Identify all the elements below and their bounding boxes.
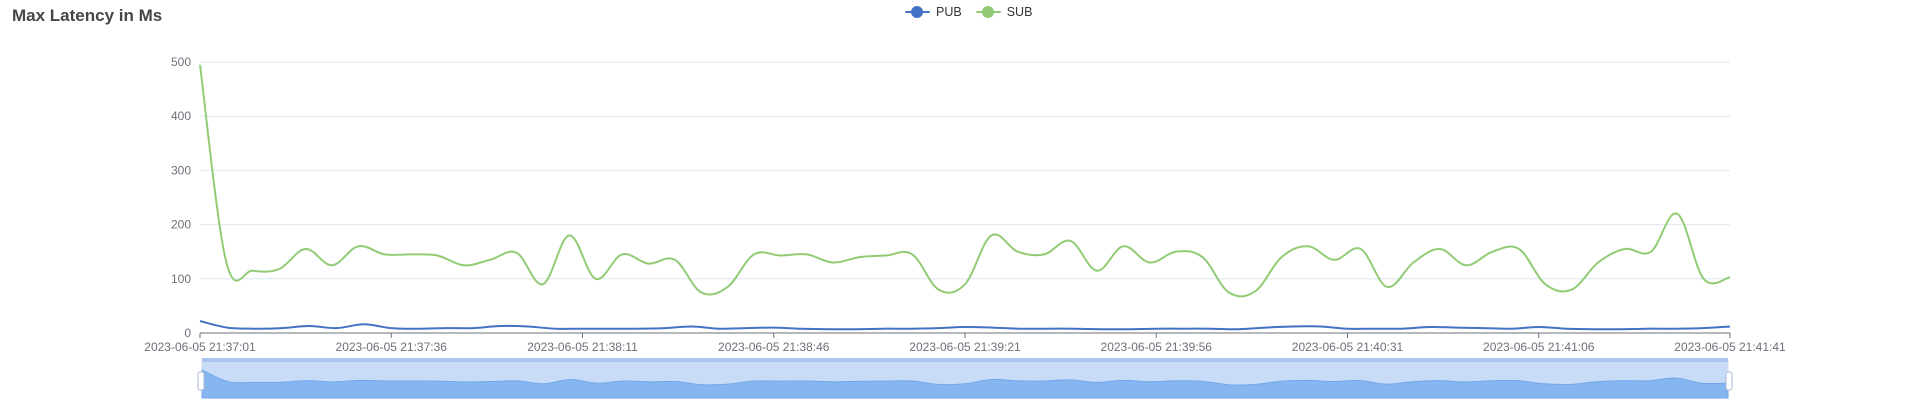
legend-item-pub[interactable]: PUB xyxy=(905,5,962,19)
x-tick-label: 2023-06-05 21:39:21 xyxy=(909,340,1021,354)
x-tick-label: 2023-06-05 21:38:11 xyxy=(527,340,638,354)
zoom-slider-top-bar xyxy=(202,358,1728,362)
chart-title: Max Latency in Ms xyxy=(12,6,163,25)
y-tick-label: 300 xyxy=(171,163,191,177)
y-tick-label: 400 xyxy=(171,109,191,123)
y-tick-label: 500 xyxy=(171,55,191,69)
x-tick-label: 2023-06-05 21:38:46 xyxy=(718,340,830,354)
zoom-handle-left[interactable] xyxy=(197,371,205,391)
series-line-pub xyxy=(199,320,1731,331)
y-tick-label: 200 xyxy=(171,218,191,232)
legend-marker-sub xyxy=(975,5,1001,19)
y-tick-label: 100 xyxy=(171,272,191,286)
y-tick-label: 0 xyxy=(184,326,191,340)
x-tick-label: 2023-06-05 21:41:41 xyxy=(1674,340,1786,354)
zoom-handle-right[interactable] xyxy=(1725,371,1733,391)
legend-label-pub: PUB xyxy=(936,5,962,19)
legend: PUB SUB xyxy=(905,5,1032,19)
legend-label-sub: SUB xyxy=(1006,5,1033,19)
zoom-slider-preview xyxy=(201,369,1729,399)
x-tick-label: 2023-06-05 21:37:01 xyxy=(144,340,256,354)
x-tick-label: 2023-06-05 21:40:31 xyxy=(1292,340,1404,354)
x-tick-label: 2023-06-05 21:41:06 xyxy=(1483,340,1595,354)
legend-item-sub[interactable]: SUB xyxy=(975,5,1033,19)
x-tick-label: 2023-06-05 21:37:36 xyxy=(336,340,448,354)
x-tick-label: 2023-06-05 21:39:56 xyxy=(1101,340,1213,354)
legend-marker-pub xyxy=(905,5,930,19)
series-line-sub xyxy=(199,64,1731,298)
